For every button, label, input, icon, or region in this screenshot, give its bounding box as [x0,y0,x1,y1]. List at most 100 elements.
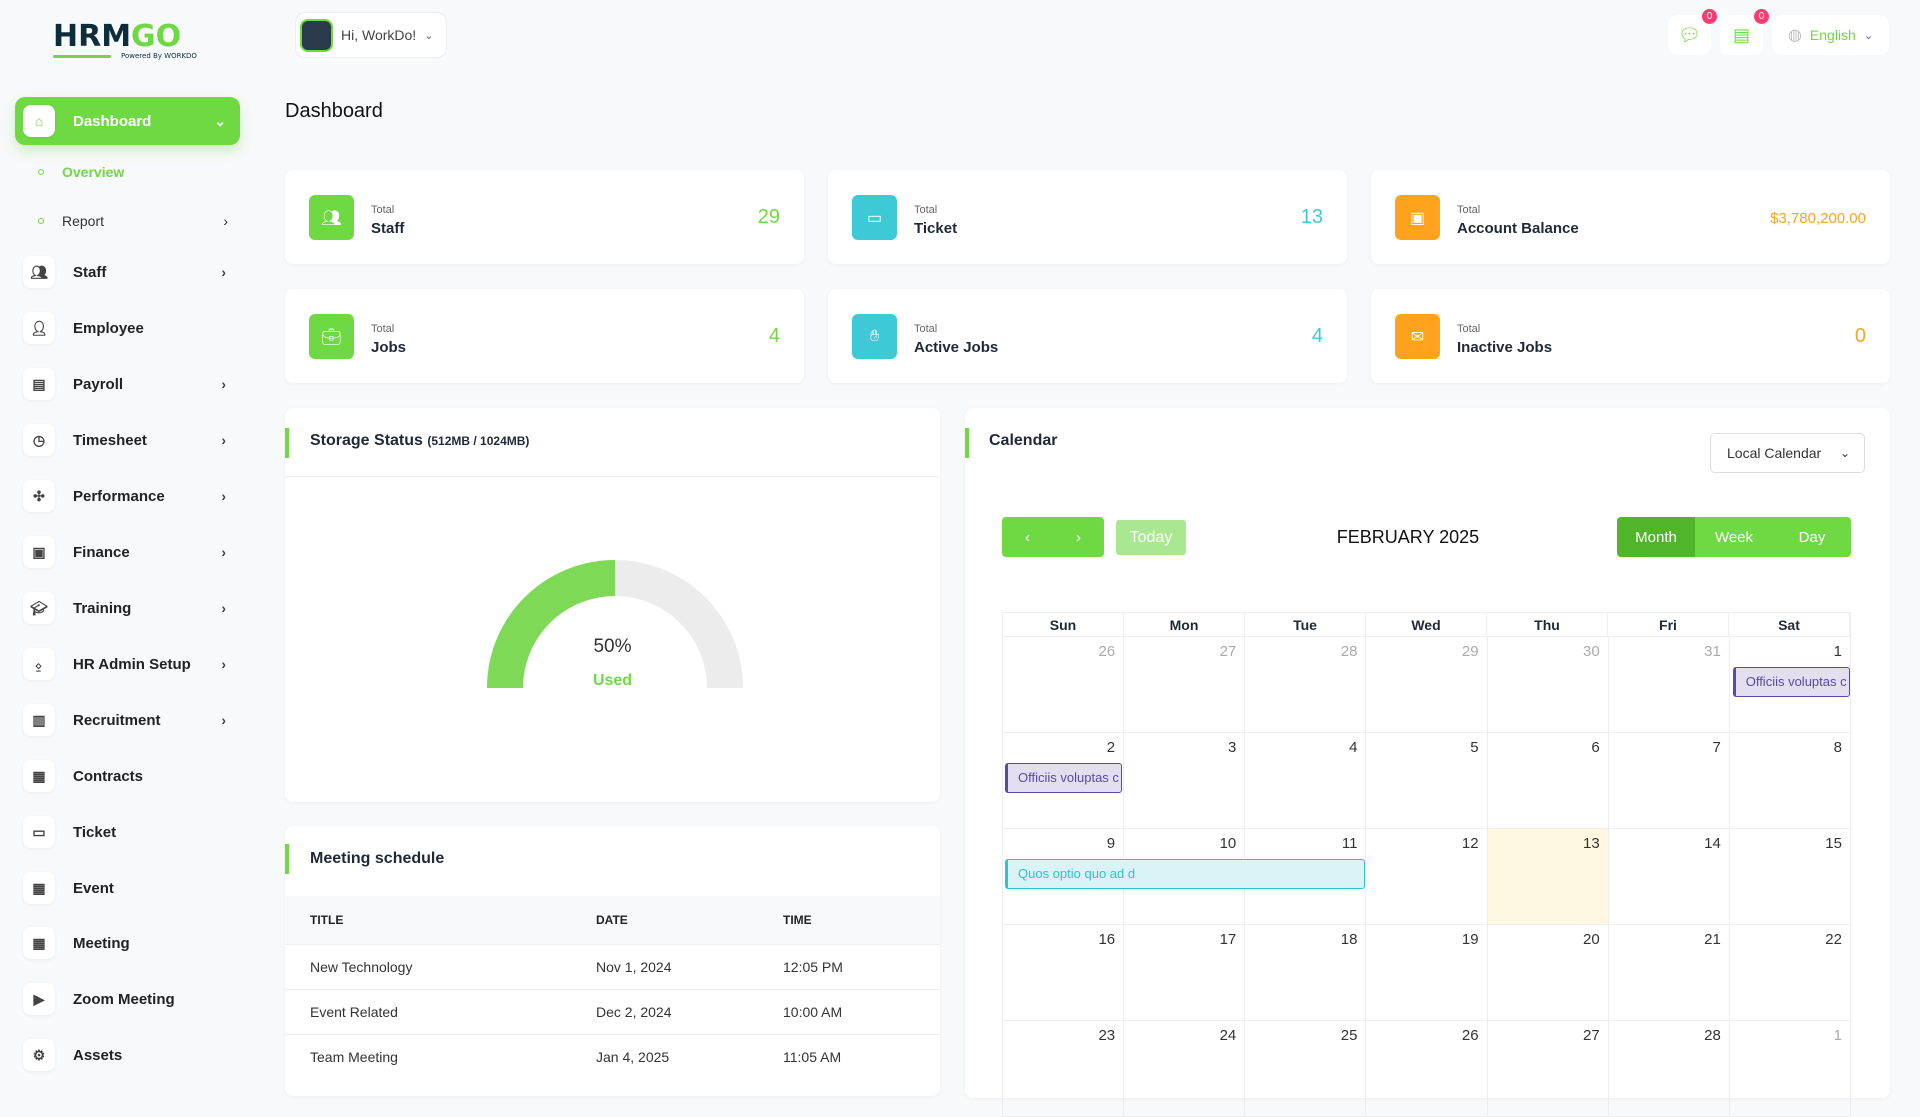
sidebar-item-contracts[interactable]: ▦ Contracts [15,753,240,799]
calendar-day[interactable]: 13 [1487,829,1609,925]
calendar-day[interactable]: 25 [1245,1021,1367,1117]
sidebar-item-performance[interactable]: ✣ Performance › [15,473,240,519]
calendar-source-select[interactable]: Local Calendar ⌄ [1710,433,1865,473]
sidebar-subitem-report[interactable]: Report › [38,213,228,229]
calendar-day[interactable]: 23 [1003,1021,1125,1117]
meeting-schedule-card: Meeting schedule TITLE DATE TIME New Techn… [285,826,940,1096]
calendar-day[interactable]: 6 [1487,733,1609,829]
video-icon: ▶ [23,983,55,1015]
calendar-day[interactable]: 26 [1003,637,1125,733]
calendar-week: 16 17 18 19 20 21 22 [1002,925,1851,1021]
calendar-day[interactable]: 18 [1245,925,1367,1021]
calendar-day[interactable]: 19 [1366,925,1488,1021]
calendar-day[interactable]: 7 [1608,733,1730,829]
weekday-header: Fri [1608,613,1729,636]
performance-icon: ✣ [23,480,55,512]
calendar-day[interactable]: 14 [1608,829,1730,925]
next-month-button[interactable]: › [1053,517,1104,557]
calendar-event[interactable]: Officiis voluptas c [1732,667,1850,697]
calendar-day[interactable]: 3 [1124,733,1246,829]
sidebar-item-ticket[interactable]: ▭ Ticket [15,809,240,855]
sidebar: HRM GO Powered By WORKDO ⌂ Dashboard ⌄ 👥︎ Staf… [0,0,250,1080]
chevron-down-icon: ⌄ [1839,446,1850,460]
meeting-time: 12:05 PM [758,943,940,989]
sidebar-item-label: Dashboard [73,112,152,130]
sidebar-item-meeting[interactable]: ▦ Meeting [15,920,240,966]
calendar-day[interactable]: 22 [1729,925,1851,1021]
chevron-down-icon: ⌄ [424,29,434,42]
calendar-event[interactable]: Quos optio quo ad d [1005,859,1365,889]
calendar-day[interactable]: 27 [1124,637,1246,733]
calendar-day[interactable]: 28 [1245,637,1367,733]
notifications-button[interactable]: ▤ 0 [1720,9,1769,55]
sidebar-item-dashboard[interactable]: ⌂ Dashboard ⌄ [15,97,240,145]
view-week-button[interactable]: Week [1695,517,1773,557]
calendar-day[interactable]: 28 [1608,1021,1730,1117]
calendar-grid: Sun Mon Tue Wed Thu Fri Sat 26 27 28 29 30 31 1 Offic… [1002,612,1851,1117]
sidebar-item-training[interactable]: 🎓︎ Training › [15,585,240,631]
wallet-icon: ▣ [1395,195,1440,240]
calendar-day[interactable]: 4 [1245,733,1367,829]
stat-caption: Total [1457,323,1481,335]
chevron-right-icon: › [223,213,228,229]
meeting-date: Jan 4, 2025 [571,1033,758,1079]
sidebar-item-label: Staff [73,263,107,281]
calendar-day[interactable]: 31 [1608,637,1730,733]
calendar-day[interactable]: 15 [1729,829,1851,925]
calendar-day[interactable]: 11 [1245,829,1367,925]
calendar-day[interactable]: 1 [1729,637,1851,733]
sidebar-item-event[interactable]: ▦ Event [15,865,240,911]
calendar-event[interactable]: Officiis voluptas c [1005,763,1123,793]
sidebar-item-zoom-meeting[interactable]: ▶ Zoom Meeting [15,976,240,1022]
chevron-right-icon: › [221,264,226,280]
chevron-right-icon: › [221,488,226,504]
calendar-day[interactable]: 24 [1124,1021,1246,1117]
subitem-label: Report [62,213,105,229]
weekday-header: Thu [1487,613,1608,636]
sidebar-item-hr-admin-setup[interactable]: ⍚ HR Admin Setup › [15,641,240,687]
user-menu[interactable]: Hi, WorkDo! ⌄ [295,12,447,58]
sidebar-item-payroll[interactable]: ▤ Payroll › [15,361,240,407]
stat-card-account-balance: ▣ Total Account Balance $3,780,200.00 [1371,170,1890,264]
messages-button[interactable]: 💬︎ 0 [1668,9,1717,55]
calendar-day[interactable]: 8 [1729,733,1851,829]
calendar-day[interactable]: 20 [1487,925,1609,1021]
language-selector[interactable]: ◍ English ⌄ [1772,15,1889,55]
sidebar-item-employee[interactable]: 👤︎ Employee [15,305,240,351]
prev-month-button[interactable]: ‹ [1002,517,1053,557]
stat-caption: Total [371,204,395,216]
sidebar-item-timesheet[interactable]: ◷ Timesheet › [15,417,240,463]
notifications-badge: 0 [1754,9,1769,24]
calendar-week: 9 10 11 12 13 14 15 Quos optio quo ad d [1002,829,1851,925]
weekday-header: Wed [1366,613,1487,636]
sidebar-subitem-overview[interactable]: Overview [38,164,228,180]
view-day-button[interactable]: Day [1773,517,1851,557]
calendar-day[interactable]: 29 [1366,637,1488,733]
sidebar-item-staff[interactable]: 👥︎ Staff › [15,249,240,295]
stat-value: 29 [757,206,780,228]
language-label: English [1809,27,1856,43]
view-month-button[interactable]: Month [1617,517,1695,557]
sidebar-item-label: Finance [73,543,130,561]
storage-used-label: Used [592,672,633,689]
calendar-day[interactable]: 21 [1608,925,1730,1021]
bullet-icon [38,169,44,175]
chevron-right-icon: › [221,656,226,672]
sidebar-item-assets[interactable]: ⚙ Assets [15,1032,240,1078]
calendar-day[interactable]: 2 [1003,733,1125,829]
receipt-icon: ▤ [23,368,55,400]
today-button[interactable]: Today [1116,520,1186,555]
calendar-day[interactable]: 16 [1003,925,1125,1021]
calendar-day[interactable]: 27 [1487,1021,1609,1117]
sidebar-item-recruitment[interactable]: ▥ Recruitment › [15,697,240,743]
calendar-day[interactable]: 5 [1366,733,1488,829]
bullet-icon [38,218,44,224]
calendar-day[interactable]: 17 [1124,925,1246,1021]
calendar-day[interactable]: 26 [1366,1021,1488,1117]
calendar-day[interactable]: 12 [1366,829,1488,925]
calendar-day[interactable]: 1 [1729,1021,1851,1117]
meeting-time: 10:00 AM [758,988,940,1034]
sidebar-item-finance[interactable]: ▣ Finance › [15,529,240,575]
calendar-day[interactable]: 30 [1487,637,1609,733]
accent-bar [285,844,289,874]
